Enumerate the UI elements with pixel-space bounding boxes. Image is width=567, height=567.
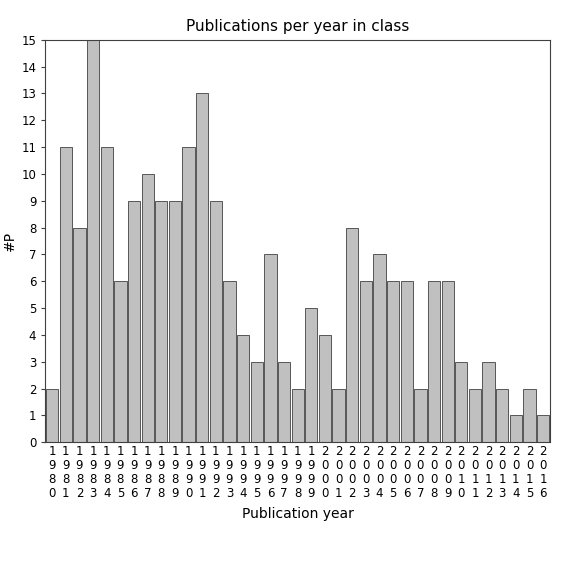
Bar <box>414 388 426 442</box>
Bar <box>428 281 440 442</box>
Bar <box>251 362 263 442</box>
Bar <box>264 255 277 442</box>
Bar <box>455 362 467 442</box>
Bar <box>496 388 509 442</box>
Bar <box>510 416 522 442</box>
Bar <box>183 147 194 442</box>
Bar <box>60 147 72 442</box>
Bar <box>210 201 222 442</box>
Title: Publications per year in class: Publications per year in class <box>186 19 409 35</box>
Bar <box>73 227 86 442</box>
Bar <box>346 227 358 442</box>
Bar <box>100 147 113 442</box>
Bar <box>223 281 236 442</box>
Bar <box>359 281 372 442</box>
X-axis label: Publication year: Publication year <box>242 507 354 521</box>
Bar <box>142 174 154 442</box>
Bar <box>128 201 140 442</box>
Bar <box>155 201 167 442</box>
Y-axis label: #P: #P <box>3 231 17 251</box>
Bar <box>87 40 99 442</box>
Bar <box>523 388 536 442</box>
Bar <box>278 362 290 442</box>
Bar <box>469 388 481 442</box>
Bar <box>483 362 495 442</box>
Bar <box>169 201 181 442</box>
Bar <box>319 335 331 442</box>
Bar <box>291 388 304 442</box>
Bar <box>442 281 454 442</box>
Bar <box>332 388 345 442</box>
Bar <box>196 94 208 442</box>
Bar <box>114 281 126 442</box>
Bar <box>373 255 386 442</box>
Bar <box>387 281 399 442</box>
Bar <box>537 416 549 442</box>
Bar <box>305 308 318 442</box>
Bar <box>401 281 413 442</box>
Bar <box>46 388 58 442</box>
Bar <box>237 335 249 442</box>
